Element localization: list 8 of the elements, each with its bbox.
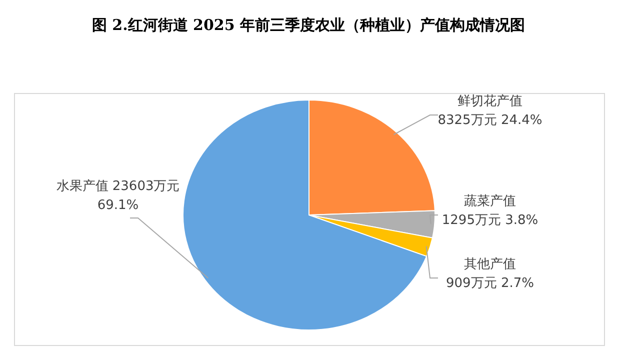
chart-title: 图 2.红河街道 2025 年前三季度农业（种植业）产值构成情况图	[92, 16, 526, 34]
data-label: 8325万元 24.4%	[438, 113, 542, 128]
slice-label: 鲜切花产值	[458, 94, 522, 109]
slice-label: 水果产值 23603万元 69.1%	[56, 179, 180, 213]
slice-label: 其他产值	[464, 257, 516, 272]
slice-label: 蔬菜产值	[464, 194, 516, 209]
data-label: 909万元 2.7%	[446, 276, 534, 291]
data-label: 1295万元 3.8%	[442, 213, 538, 228]
